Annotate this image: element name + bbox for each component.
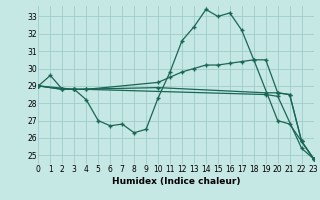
X-axis label: Humidex (Indice chaleur): Humidex (Indice chaleur): [112, 177, 240, 186]
